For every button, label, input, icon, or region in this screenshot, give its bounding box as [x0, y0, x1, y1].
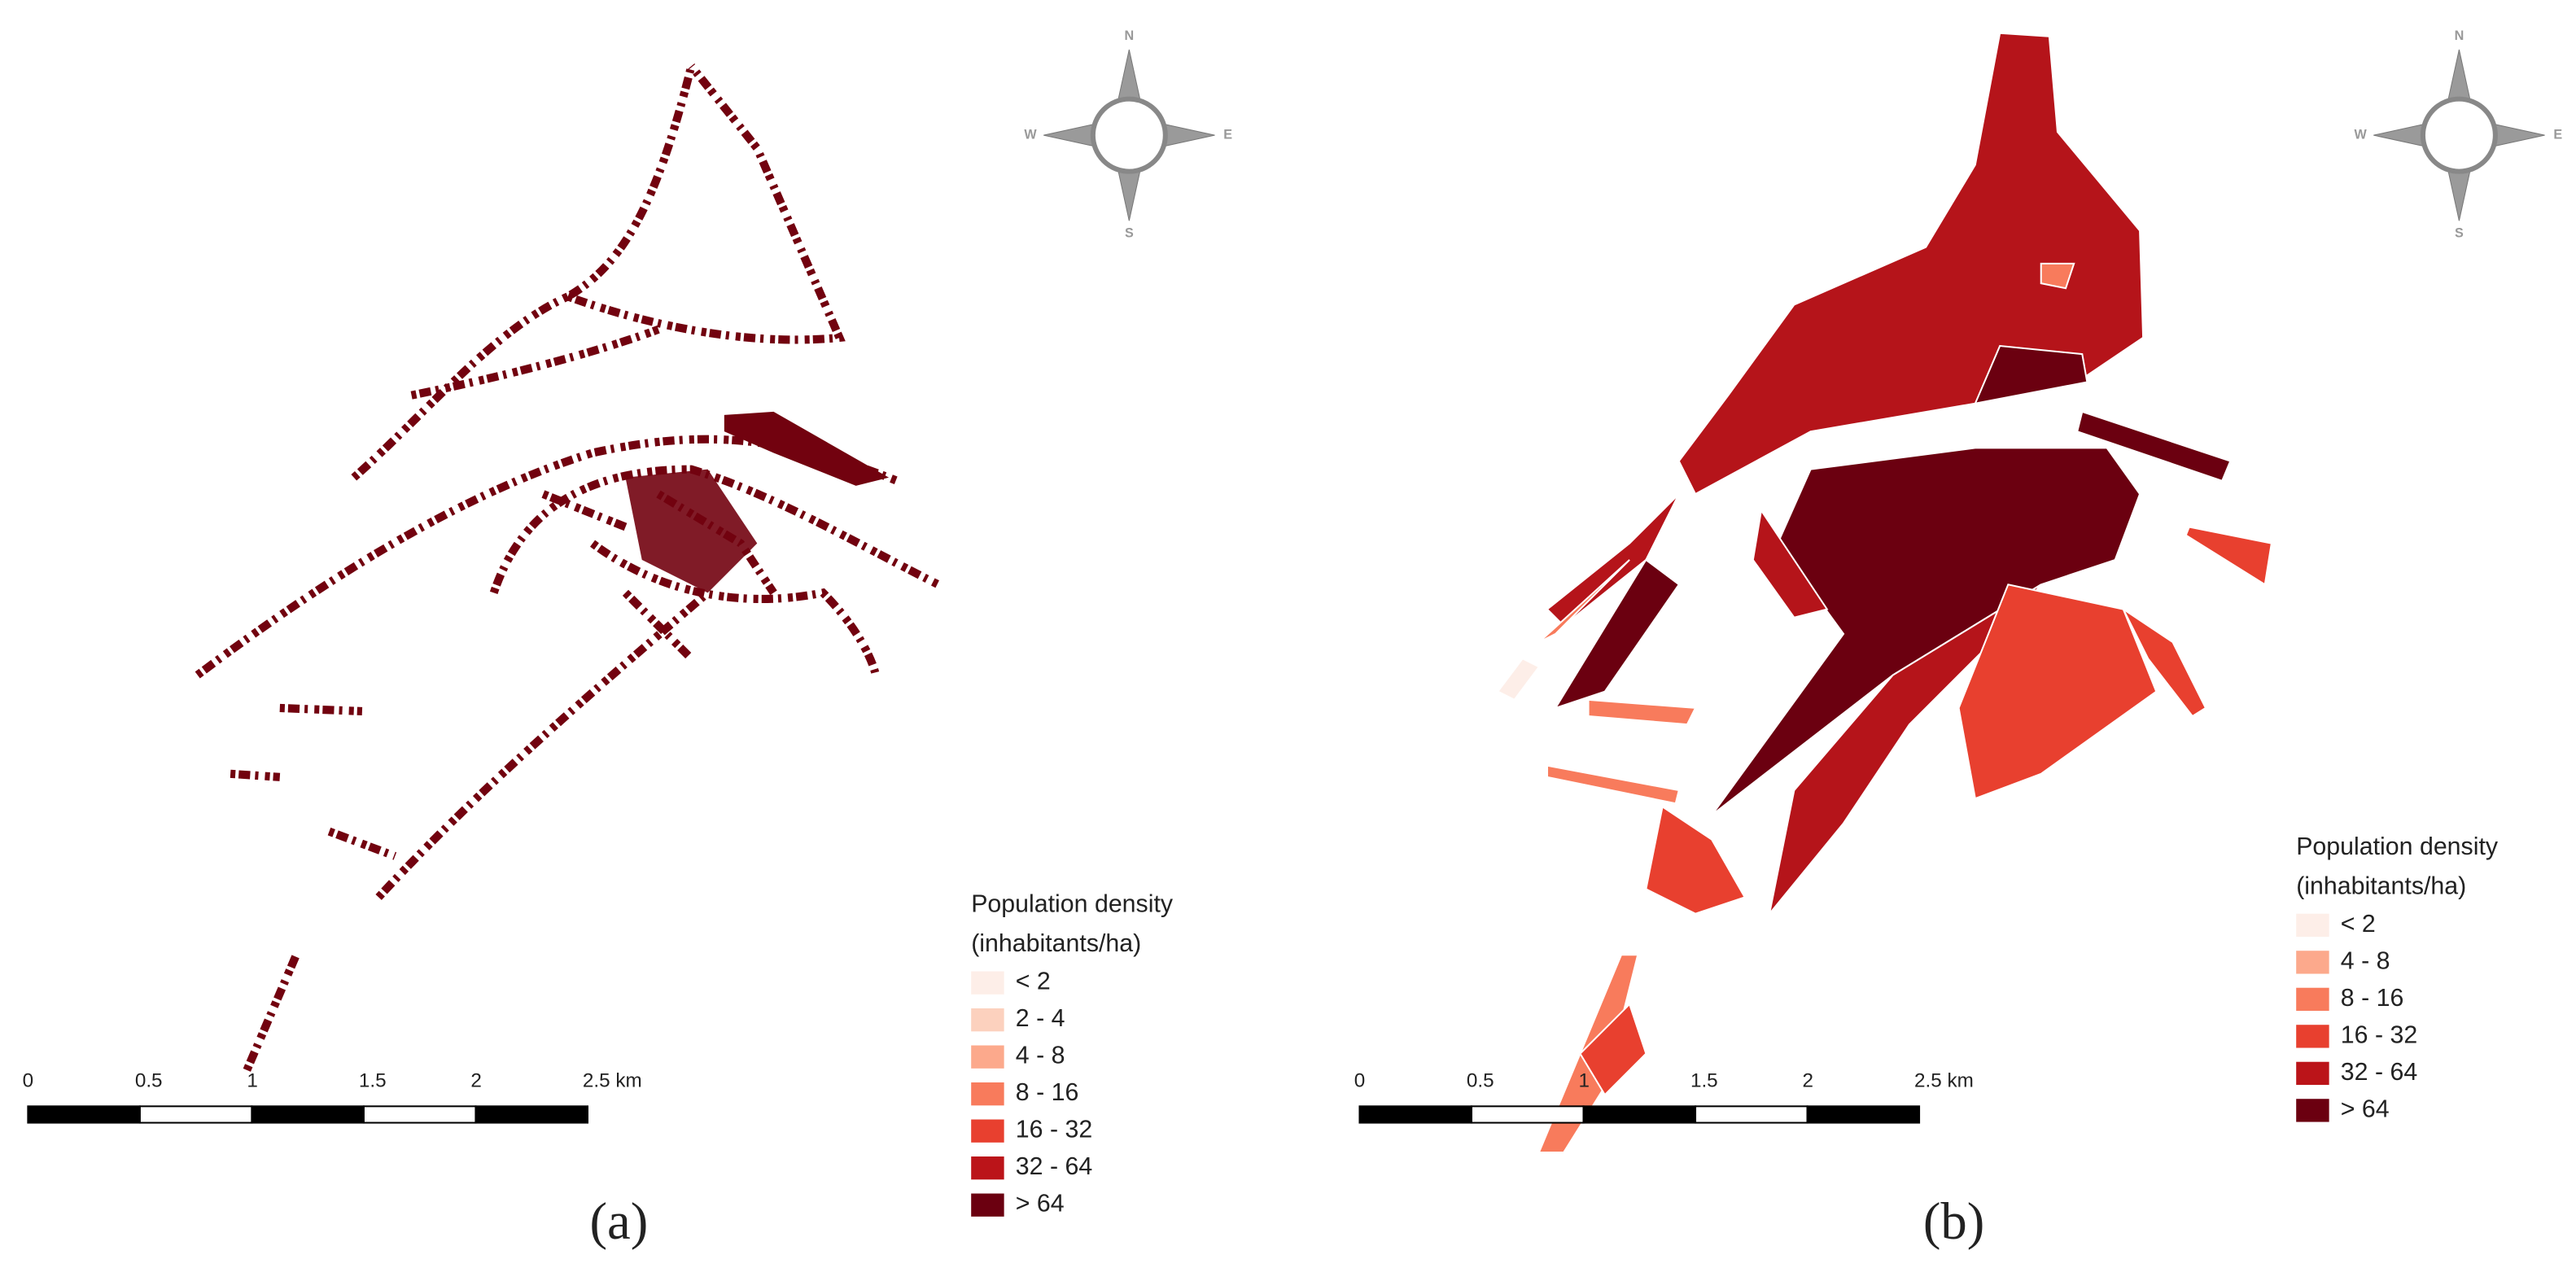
scale-segment: [362, 1105, 477, 1124]
legend-swatch: [971, 1008, 1004, 1032]
legend-swatch: [971, 1119, 1004, 1143]
legend-swatch: [2296, 913, 2329, 938]
scale-label: 1: [247, 1069, 258, 1091]
legend-label: 4 - 8: [2341, 947, 2390, 974]
legend-label: > 64: [2341, 1095, 2390, 1122]
compass-arrow: [2491, 123, 2545, 147]
compass-ring: [2420, 96, 2498, 174]
compass-e: E: [2553, 127, 2562, 142]
legend-label: 8 - 16: [1016, 1079, 1079, 1106]
scale-segment: [1695, 1105, 1808, 1124]
scale-segment: [475, 1105, 588, 1124]
compass-arrow: [2373, 123, 2427, 147]
compass-s: S: [2455, 226, 2464, 241]
map-b: [1496, 32, 2437, 1153]
legend-label: > 64: [1016, 1191, 1065, 1218]
compass-arrow: [1117, 168, 1142, 221]
legend-label: 8 - 16: [2341, 985, 2404, 1012]
scale-segment: [1470, 1105, 1585, 1124]
legend-swatch: [971, 1193, 1004, 1217]
legend-label: 32 - 64: [2341, 1059, 2417, 1086]
legend-subtitle: (inhabitants/ha): [2296, 872, 2466, 899]
compass-w: W: [1024, 127, 1037, 142]
scale-segment: [27, 1105, 141, 1124]
compass-arrow: [2447, 168, 2472, 221]
scale-label: 1.5: [359, 1069, 387, 1091]
legend-swatch: [971, 1156, 1004, 1180]
scale-label: 2: [1802, 1069, 1813, 1091]
panel-label: (a): [590, 1191, 649, 1250]
scale-label: 2.5 km: [1914, 1069, 1974, 1091]
compass-n: N: [1125, 28, 1135, 43]
legend-label: 16 - 32: [2341, 1021, 2417, 1048]
scale-label: 0.5: [135, 1069, 163, 1091]
map-a: [195, 63, 941, 1072]
scale-segment: [1582, 1105, 1697, 1124]
compass-w: W: [2354, 127, 2367, 142]
legend-label: 4 - 8: [1016, 1043, 1065, 1069]
legend-swatch: [971, 1045, 1004, 1069]
scale-segment: [1806, 1105, 1921, 1124]
scale-segment: [251, 1105, 365, 1124]
legend-label: 16 - 32: [1016, 1117, 1092, 1143]
scale-label: 2: [470, 1069, 482, 1091]
compass-arrow: [2447, 49, 2472, 103]
legend-swatch: [971, 971, 1004, 995]
legend-label: < 2: [2341, 911, 2376, 938]
legend-label: < 2: [1016, 968, 1051, 995]
scale-label: 1: [1578, 1069, 1590, 1091]
legend-label: 32 - 64: [1016, 1153, 1092, 1180]
legend-swatch: [971, 1082, 1004, 1106]
scale-label: 0: [23, 1069, 34, 1091]
legend-title: Population density: [2296, 833, 2499, 860]
compass-s: S: [1125, 226, 1134, 241]
compass-e: E: [1223, 127, 1232, 142]
panel-label: (b): [1923, 1191, 1984, 1250]
scale-label: 0: [1354, 1069, 1366, 1091]
compass-arrow: [1161, 123, 1215, 147]
compass-arrow: [1117, 49, 1142, 103]
legend-label: 2 - 4: [1016, 1005, 1065, 1032]
scale-segment: [1358, 1105, 1473, 1124]
panel: N E S W Population density (inhabitants/ha) < …: [1354, 28, 2563, 1250]
scale-segment: [138, 1105, 253, 1124]
scale-label: 1.5: [1690, 1069, 1718, 1091]
legend-swatch: [2296, 951, 2329, 974]
legend-swatch: [2296, 1025, 2329, 1048]
panel: N E S W Population density (inhabitants/ha) < …: [23, 28, 1233, 1250]
scale-label: 0.5: [1467, 1069, 1494, 1091]
legend-title: Population density: [971, 891, 1174, 918]
legend-swatch: [2296, 987, 2329, 1012]
compass-n: N: [2455, 28, 2464, 43]
scale-label: 2.5 km: [583, 1069, 642, 1091]
compass-ring: [1090, 96, 1168, 174]
legend-subtitle: (inhabitants/ha): [971, 930, 1141, 957]
compass-arrow: [1043, 123, 1097, 147]
legend-swatch: [2296, 1099, 2329, 1122]
legend-swatch: [2296, 1061, 2329, 1086]
